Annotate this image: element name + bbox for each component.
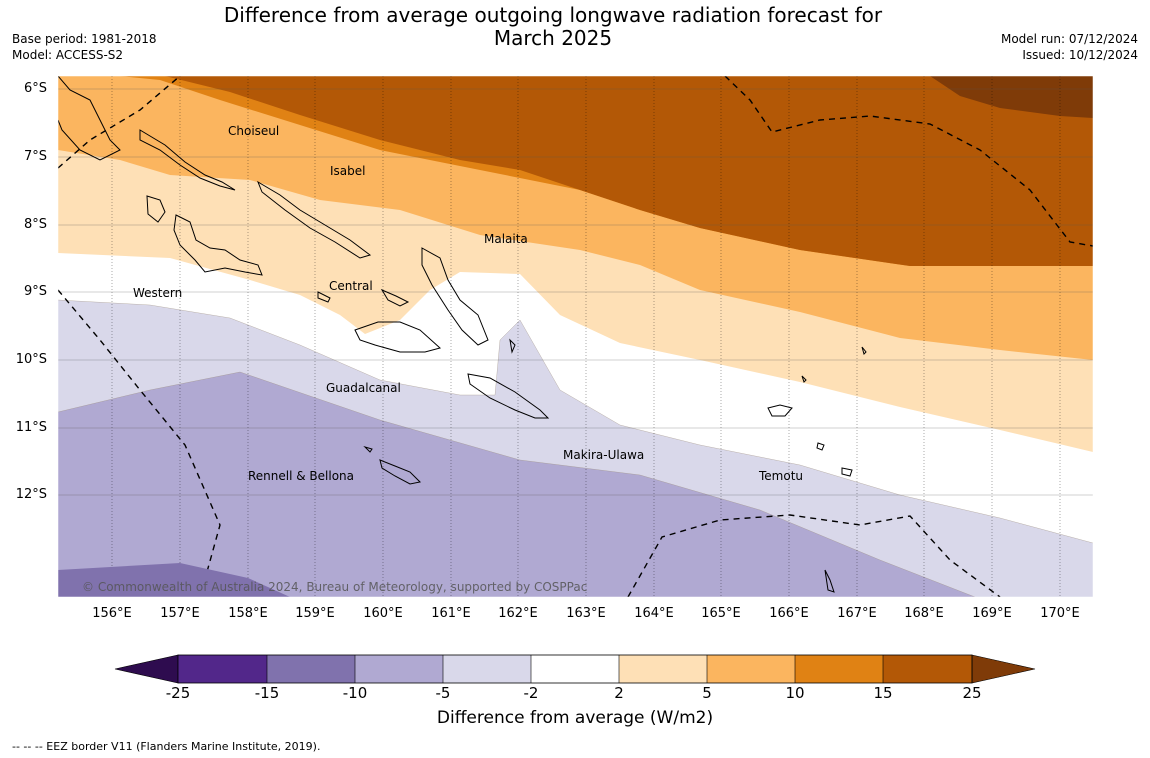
colorbar-tick: -2 xyxy=(523,684,539,702)
meta-right: Model run: 07/12/2024 Issued: 10/12/2024 xyxy=(1001,31,1138,63)
band-neg15-neg10 xyxy=(58,563,290,597)
colorbar-title: Difference from average (W/m2) xyxy=(436,708,714,728)
colorbar-tick: 15 xyxy=(873,684,893,702)
region-label-rennell-bellona: Rennell & Bellona xyxy=(248,469,355,483)
eez-borders xyxy=(58,76,1093,597)
region-label-isabel: Isabel xyxy=(330,164,366,178)
region-label-temotu: Temotu xyxy=(759,469,804,483)
colorbar-tick: -15 xyxy=(254,684,280,702)
lat-label: 9°S xyxy=(23,284,47,299)
region-label-guadalcanal: Guadalcanal xyxy=(326,381,401,395)
colorbar-tick: 2 xyxy=(614,684,624,702)
band-pos15-pos25 xyxy=(165,76,1093,266)
colorbar-segment xyxy=(707,655,795,683)
lon-label: 167°E xyxy=(837,606,877,621)
lat-label: 7°S xyxy=(23,149,47,164)
colorbar-segment xyxy=(883,655,972,683)
coastlines xyxy=(58,76,867,593)
colorbar xyxy=(114,654,1036,684)
region-label-makira-ulawa: Makira-Ulawa xyxy=(563,448,645,462)
lon-label: 164°E xyxy=(634,606,674,621)
lon-label: 160°E xyxy=(363,606,403,621)
anomaly-contours xyxy=(58,76,1093,597)
lat-label: 6°S xyxy=(23,81,47,96)
base-period: Base period: 1981-2018 xyxy=(12,32,157,46)
colorbar-low-extension xyxy=(114,654,179,684)
eez-footnote: -- -- -- EEZ border V11 (Flanders Marine… xyxy=(12,740,321,753)
lon-label: 156°E xyxy=(92,606,132,621)
colorbar-segment xyxy=(531,655,619,683)
title-line-2: March 2025 xyxy=(493,26,613,50)
colorbar-segment xyxy=(355,655,443,683)
region-label-choiseul: Choiseul xyxy=(228,124,280,138)
lon-label: 168°E xyxy=(904,606,944,621)
lon-label: 163°E xyxy=(566,606,606,621)
colorbar-high-extension xyxy=(971,654,1036,684)
colorbar-tick: 25 xyxy=(962,684,982,702)
colorbar-segment xyxy=(443,655,531,683)
colorbar-tick: -10 xyxy=(342,684,368,702)
colorbar-tick: -5 xyxy=(435,684,451,702)
region-label-central: Central xyxy=(329,279,373,293)
lon-label: 165°E xyxy=(701,606,741,621)
lat-label: 12°S xyxy=(15,487,47,502)
colorbar-tick: 10 xyxy=(785,684,805,702)
colorbar-segment xyxy=(795,655,883,683)
lon-label: 157°E xyxy=(160,606,200,621)
lon-label: 166°E xyxy=(769,606,809,621)
lon-label: 162°E xyxy=(498,606,538,621)
meta-left: Base period: 1981-2018 Model: ACCESS-S2 xyxy=(12,31,157,63)
colorbar-tick: 5 xyxy=(702,684,712,702)
band-above-25 xyxy=(930,76,1093,118)
colorbar-segment xyxy=(267,655,355,683)
lon-label: 170°E xyxy=(1040,606,1080,621)
colorbar-tick: -25 xyxy=(165,684,191,702)
title-line-1: Difference from average outgoing longwav… xyxy=(223,3,883,27)
region-label-western: Western xyxy=(133,286,183,300)
copyright-notice: © Commonwealth of Australia 2024, Bureau… xyxy=(82,580,588,594)
lon-label: 158°E xyxy=(228,606,268,621)
lon-label: 169°E xyxy=(972,606,1012,621)
lon-label: 159°E xyxy=(295,606,335,621)
issued-date: Issued: 10/12/2024 xyxy=(1022,48,1138,62)
chart-title: Difference from average outgoing longwav… xyxy=(200,4,906,50)
region-label-malaita: Malaita xyxy=(484,232,528,246)
lat-label: 10°S xyxy=(15,352,47,367)
lon-label: 161°E xyxy=(431,606,471,621)
model-run: Model run: 07/12/2024 xyxy=(1000,32,1138,46)
colorbar-segment xyxy=(619,655,707,683)
model-name: Model: ACCESS-S2 xyxy=(12,48,124,62)
lat-label: 11°S xyxy=(15,420,47,435)
lat-label: 8°S xyxy=(23,217,47,232)
colorbar-segment xyxy=(178,655,267,683)
